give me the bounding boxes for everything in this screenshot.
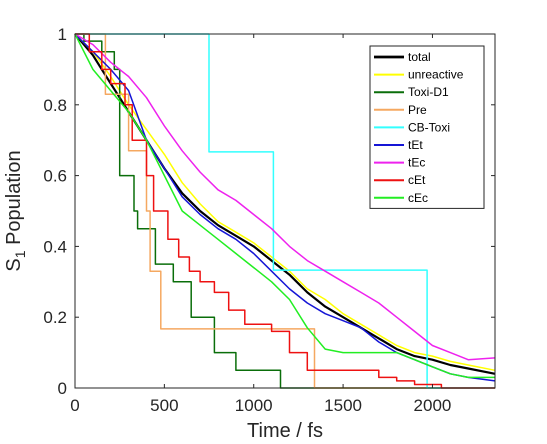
x-tick-label: 0	[70, 396, 79, 415]
y-tick-label: 0.8	[43, 96, 67, 115]
series-unreactive-line	[74, 33, 496, 372]
series-total-line	[74, 33, 496, 375]
x-axis-label: Time / fs	[247, 420, 323, 442]
x-tick-label: 500	[150, 396, 178, 415]
plot-frame	[74, 33, 496, 389]
legend-label: CB-Toxi	[408, 120, 450, 134]
legend-label: Pre	[408, 103, 427, 117]
legend-label: cEc	[408, 191, 428, 205]
y-tick-label: 0.2	[43, 308, 67, 327]
legend-label: tEt	[408, 138, 423, 152]
y-axis-label-subscript: 1	[12, 250, 28, 258]
legend-label: cEt	[408, 173, 426, 187]
y-axis-label: S1 Population	[3, 150, 28, 271]
legend: total unreactive Toxi-D1 Pre CB-Toxi tEt tEc cE…	[369, 45, 485, 209]
y-tick-label: 1	[58, 25, 67, 44]
series-cec-line	[74, 33, 495, 379]
x-tick-label: 2000	[414, 396, 452, 415]
legend-label: tEc	[408, 156, 425, 170]
series-cb-toxi-line	[75, 33, 495, 389]
series-tec-line	[74, 33, 496, 361]
y-tick-label: 0.4	[43, 237, 67, 256]
legend-label: total	[408, 50, 431, 64]
series-layer	[74, 33, 496, 389]
y-tick-label: 0.6	[43, 167, 67, 186]
y-axis-label-rest: Population	[3, 150, 25, 250]
tick-layer: 0 500 1000 1500 2000 0 0.2 0.4 0.6 0.8 1	[43, 25, 495, 415]
y-tick-label: 0	[58, 379, 67, 398]
x-tick-label: 1500	[324, 396, 362, 415]
legend-label: unreactive	[408, 68, 464, 82]
y-axis-label-main: S	[3, 258, 25, 271]
series-cet-line	[75, 33, 495, 389]
legend-label: Toxi-D1	[408, 85, 449, 99]
x-tick-label: 1000	[235, 396, 273, 415]
